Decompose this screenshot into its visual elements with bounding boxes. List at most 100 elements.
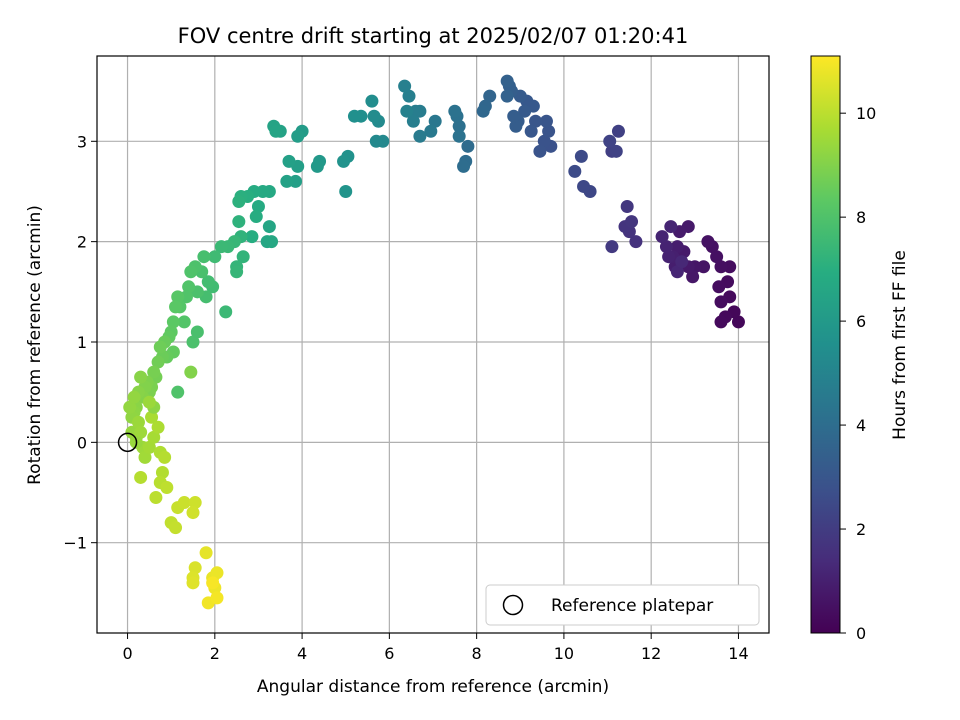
data-point [577,179,591,193]
data-point [605,240,619,254]
data-point [662,250,676,264]
data-point [398,79,412,93]
x-tick-label: 10 [554,644,574,663]
data-point [149,491,163,505]
data-point [186,335,200,349]
data-point [701,235,715,249]
data-point [199,546,213,560]
data-point [197,250,211,264]
data-point [609,144,623,158]
data-point [347,109,361,123]
colorbar-label: Hours from first FF file [890,250,910,440]
chart-title: FOV centre drift starting at 2025/02/07 … [178,24,689,48]
data-point [339,184,353,198]
data-point [186,576,200,590]
colorbar-tick-label: 2 [856,520,866,539]
data-point [147,430,161,444]
x-axis: 0 2 4 6 8 10 12 14 [122,633,749,663]
y-tick-label: 0 [77,433,87,452]
data-point [249,210,263,224]
data-point [145,410,159,424]
data-point [236,250,250,264]
x-tick-label: 4 [297,644,307,663]
data-point [230,265,244,279]
y-axis-label: Rotation from reference (arcmin) [25,205,45,485]
data-point [365,94,379,108]
data-point [151,420,165,434]
data-point [269,124,283,138]
data-point [206,576,220,590]
colorbar-tick-label: 10 [856,104,876,123]
data-point [686,270,700,284]
data-point [542,124,556,138]
y-tick-label: 1 [77,333,87,352]
data-point [188,496,202,510]
x-tick-label: 2 [210,644,220,663]
data-point [201,275,215,289]
x-tick-label: 8 [472,644,482,663]
data-point [509,119,523,133]
grid [97,56,769,633]
data-point [184,265,198,279]
data-point [155,465,169,479]
data-point [186,506,200,520]
data-point [448,104,462,118]
data-point [171,290,185,304]
data-point [210,591,224,605]
data-point [629,235,643,249]
data-point [670,265,684,279]
data-point [147,365,161,379]
legend-marker [502,594,524,616]
data-point [131,415,145,429]
legend: Reference platepar [485,584,760,626]
colorbar-gradient [810,55,841,634]
data-point [219,305,233,319]
data-point [188,561,202,575]
data-point [291,129,305,143]
x-axis-label: Angular distance from reference (arcmin) [257,677,609,697]
x-tick-label: 0 [122,644,132,663]
data-point [123,400,137,414]
x-tick-label: 6 [384,644,394,663]
y-tick-label: −1 [63,534,87,553]
data-point [171,385,185,399]
data-point [518,104,532,118]
y-axis: −1 0 1 2 3 [63,132,97,553]
data-point [675,255,689,269]
data-point [400,104,414,118]
data-point [142,395,156,409]
data-point [251,200,265,214]
data-point [245,230,259,244]
legend-box [485,584,760,626]
colorbar-ticks: 0 2 4 6 8 10 [840,104,876,643]
data-point [452,119,466,133]
data-point [367,109,381,123]
y-tick-label: 2 [77,233,87,252]
data-point [659,240,673,254]
x-tick-label: 12 [641,644,661,663]
data-point [424,124,438,138]
data-point [714,295,728,309]
data-point [428,114,442,128]
data-point [537,134,551,148]
data-point [500,89,514,103]
data-point [282,154,296,168]
data-point [208,250,222,264]
data-point [134,370,148,384]
data-point [280,174,294,188]
data-point [134,425,148,439]
plot-frame [96,55,770,634]
data-point [151,355,165,369]
data-point [262,220,276,234]
data-point [265,235,279,249]
colorbar-tick-label: 8 [856,208,866,227]
data-point [507,109,521,123]
colorbar-tick-label: 4 [856,416,866,435]
data-point [142,440,156,454]
data-point [574,149,588,163]
data-point [138,450,152,464]
data-point [310,159,324,173]
data-point [664,220,678,234]
data-point [337,154,351,168]
